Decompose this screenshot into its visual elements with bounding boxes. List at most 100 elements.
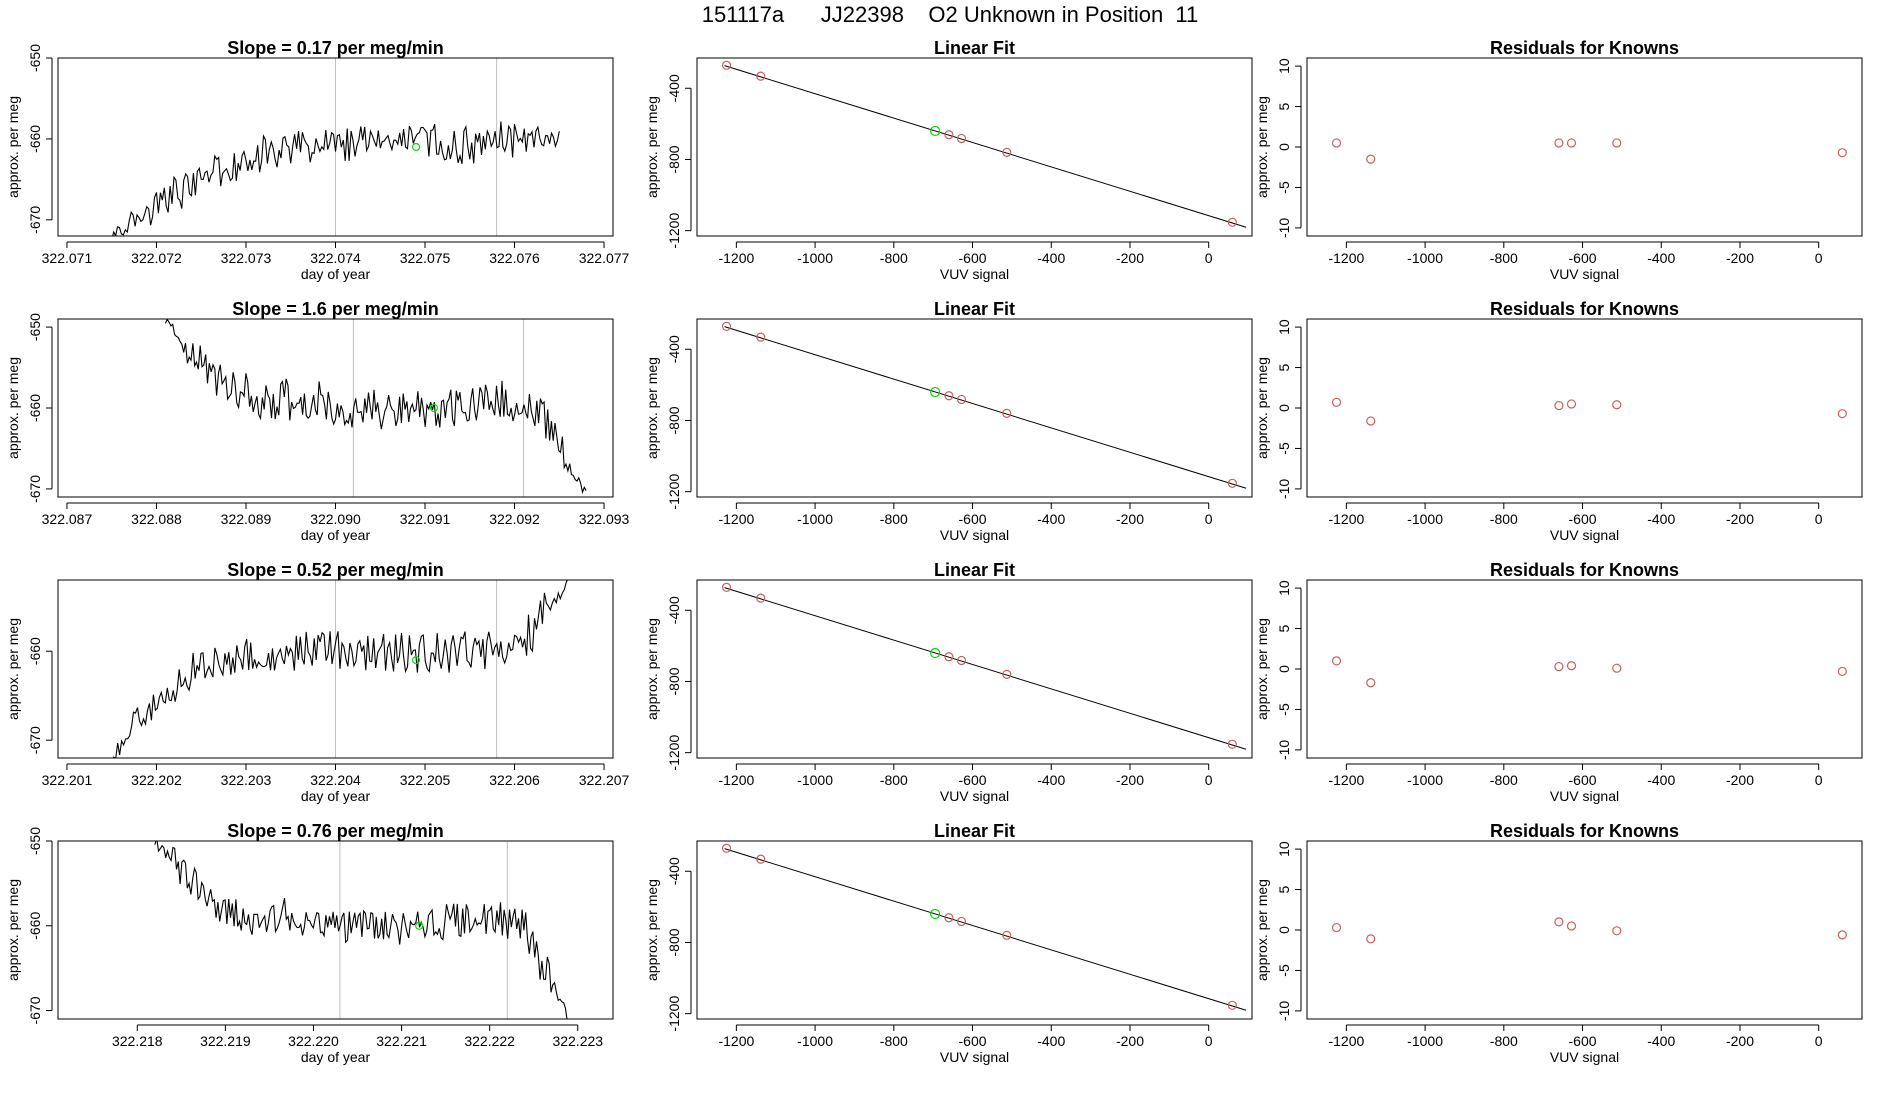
x-axis-label: VUV signal bbox=[940, 527, 1009, 543]
x-tick-label: -1200 bbox=[718, 1033, 754, 1049]
x-tick-label: 322.093 bbox=[579, 511, 630, 527]
y-tick-label: 10 bbox=[1276, 580, 1292, 596]
plot-data bbox=[721, 321, 1247, 489]
y-tick-label: -400 bbox=[666, 596, 682, 624]
residuals-2: Residuals for Knowns-1200 -1000 -800 -600 -4… bbox=[1254, 299, 1863, 543]
x-tick-label: -400 bbox=[1647, 511, 1675, 527]
x-tick-label: 322.088 bbox=[131, 511, 182, 527]
plot-data bbox=[721, 60, 1247, 228]
series-line bbox=[154, 841, 568, 1019]
x-tick-label: -1000 bbox=[797, 250, 833, 266]
x-tick-label: 322.219 bbox=[200, 1033, 251, 1049]
y-tick-label: -1200 bbox=[666, 213, 682, 249]
x-axis-label: VUV signal bbox=[940, 788, 1009, 804]
x-tick-label: 322.090 bbox=[310, 511, 361, 527]
y-axis-label: approx. per meg bbox=[644, 357, 660, 459]
y-tick-label: -400 bbox=[666, 335, 682, 363]
x-tick-label: -800 bbox=[1490, 250, 1518, 266]
x-tick-label: -1000 bbox=[1407, 511, 1443, 527]
known-point bbox=[1366, 678, 1376, 688]
y-axis-label: approx. per meg bbox=[5, 618, 21, 720]
chart-title: Linear Fit bbox=[934, 821, 1015, 841]
x-tick-label: -1200 bbox=[1328, 772, 1364, 788]
known-point bbox=[1227, 478, 1237, 488]
y-tick-label: -670 bbox=[27, 726, 43, 754]
page-title: 151117a JJ22398 O2 Unknown in Position 1… bbox=[701, 2, 1199, 27]
y-tick-label: -1200 bbox=[666, 996, 682, 1032]
known-point bbox=[1837, 930, 1847, 940]
x-tick-label: -200 bbox=[1726, 511, 1754, 527]
x-tick-label: -1200 bbox=[1328, 511, 1364, 527]
y-tick-label: -660 bbox=[27, 394, 43, 422]
known-point bbox=[1612, 663, 1622, 673]
y-tick-label: -660 bbox=[27, 912, 43, 940]
known-point bbox=[1612, 400, 1622, 410]
y-axis-label: approx. per meg bbox=[644, 96, 660, 198]
y-tick-label: -650 bbox=[27, 313, 43, 341]
known-point bbox=[756, 854, 766, 864]
x-tick-label: -1200 bbox=[718, 772, 754, 788]
y-axis-label: approx. per meg bbox=[644, 879, 660, 981]
y-tick-label: -800 bbox=[666, 406, 682, 434]
y-tick-label: -800 bbox=[666, 145, 682, 173]
y-tick-label: 0 bbox=[1276, 665, 1292, 673]
x-tick-label: 0 bbox=[1205, 511, 1213, 527]
x-tick-label: -1000 bbox=[797, 511, 833, 527]
y-axis-label: approx. per meg bbox=[1254, 357, 1270, 459]
x-tick-label: -1000 bbox=[1407, 250, 1443, 266]
known-point bbox=[1554, 400, 1564, 411]
x-tick-label: 322.076 bbox=[489, 250, 540, 266]
known-point bbox=[1837, 148, 1847, 158]
y-tick-label: 10 bbox=[1276, 319, 1292, 335]
known-point bbox=[721, 321, 732, 331]
x-tick-label: -1200 bbox=[1328, 1033, 1364, 1049]
x-tick-label: -200 bbox=[1116, 772, 1144, 788]
unknown-marker bbox=[415, 921, 424, 930]
x-tick-label: 322.204 bbox=[310, 772, 361, 788]
plot-frame bbox=[1306, 840, 1863, 1020]
x-tick-label: -1000 bbox=[1407, 1033, 1443, 1049]
y-tick-label: -5 bbox=[1276, 964, 1292, 977]
x-axis-label: VUV signal bbox=[1550, 527, 1619, 543]
x-axis-label: VUV signal bbox=[1550, 788, 1619, 804]
plot-frame bbox=[57, 57, 614, 237]
plot-data bbox=[1331, 397, 1847, 426]
x-axis-label: VUV signal bbox=[940, 1049, 1009, 1065]
plot-data bbox=[112, 58, 560, 236]
x-tick-label: -400 bbox=[1647, 250, 1675, 266]
x-tick-label: -400 bbox=[1037, 1033, 1065, 1049]
x-axis-label: day of year bbox=[301, 1049, 371, 1065]
x-tick-label: -1000 bbox=[797, 1033, 833, 1049]
known-point bbox=[1554, 661, 1564, 672]
known-point bbox=[944, 391, 954, 401]
x-tick-label: 322.218 bbox=[112, 1033, 163, 1049]
x-tick-label: 322.091 bbox=[400, 511, 451, 527]
x-tick-label: -600 bbox=[959, 1033, 987, 1049]
y-axis-label: approx. per meg bbox=[1254, 96, 1270, 198]
x-tick-label: -800 bbox=[880, 1033, 908, 1049]
unknown-marker bbox=[411, 142, 421, 152]
x-tick-label: -400 bbox=[1647, 772, 1675, 788]
known-point bbox=[1002, 408, 1012, 418]
x-tick-label: 322.202 bbox=[131, 772, 182, 788]
y-axis-label: approx. per meg bbox=[644, 618, 660, 720]
known-point bbox=[1554, 138, 1564, 148]
known-point bbox=[756, 71, 766, 81]
unknown-point bbox=[930, 386, 941, 398]
x-tick-label: 0 bbox=[1815, 511, 1823, 527]
plot-frame bbox=[696, 579, 1253, 759]
known-point bbox=[1002, 147, 1012, 157]
known-point bbox=[721, 843, 732, 853]
known-point bbox=[1566, 661, 1577, 671]
unknown-point bbox=[930, 908, 941, 920]
chart-title: Residuals for Knowns bbox=[1490, 821, 1679, 841]
x-axis-label: VUV signal bbox=[1550, 266, 1619, 282]
x-tick-label: -600 bbox=[1569, 1033, 1597, 1049]
y-axis-label: approx. per meg bbox=[5, 879, 21, 981]
known-point bbox=[1331, 397, 1342, 407]
chart-title: Residuals for Knowns bbox=[1490, 38, 1679, 58]
y-tick-label: -5 bbox=[1276, 442, 1292, 455]
plot-data bbox=[721, 582, 1247, 750]
known-point bbox=[1612, 926, 1622, 936]
y-tick-label: -660 bbox=[27, 125, 43, 153]
